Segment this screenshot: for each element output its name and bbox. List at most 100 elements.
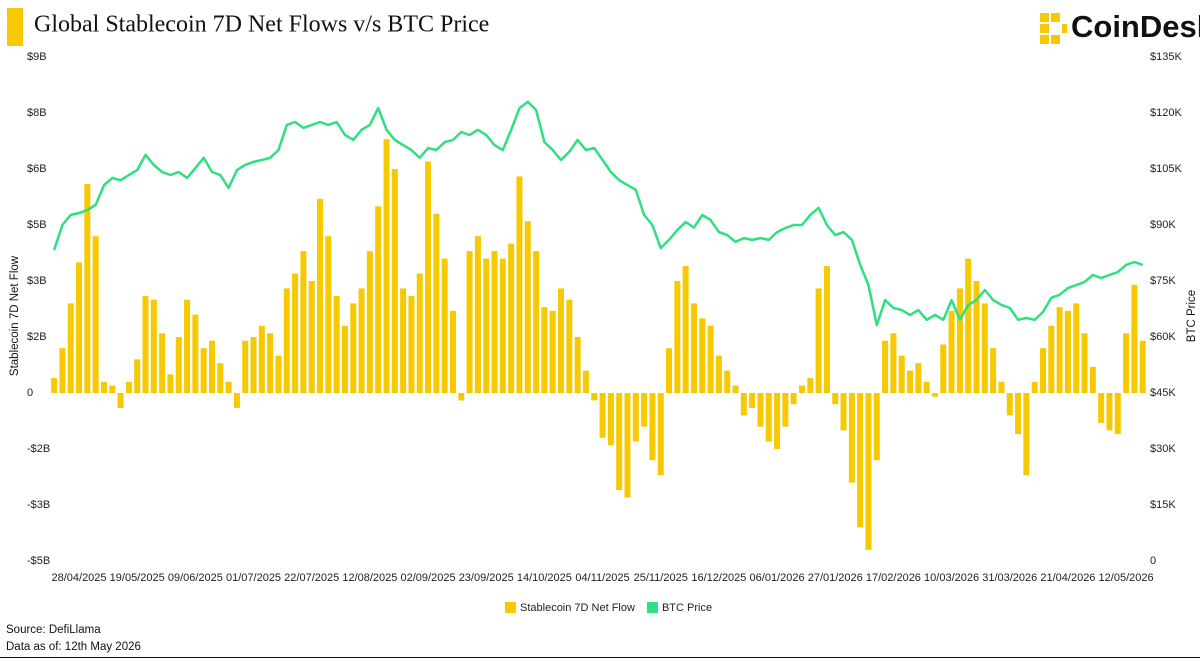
bar [383, 139, 390, 393]
bar [109, 385, 116, 393]
bar [425, 161, 432, 393]
bar [699, 318, 706, 393]
date-note: Data as of: 12th May 2026 [6, 641, 141, 653]
bar [1089, 366, 1096, 393]
bar [117, 393, 124, 408]
bar [1106, 393, 1113, 431]
bar [666, 348, 673, 393]
bar [732, 385, 739, 393]
bar [217, 363, 224, 393]
y-tick-label: $6B [27, 163, 47, 175]
bar [483, 258, 490, 393]
bar [832, 393, 839, 405]
bar [591, 393, 598, 401]
bar [1098, 393, 1105, 423]
legend-label: Stablecoin 7D Net Flow [520, 602, 635, 614]
y-tick-label: $2B [27, 331, 47, 343]
bar [51, 378, 58, 393]
bar [1023, 393, 1030, 476]
bar [998, 381, 1005, 393]
bar [865, 393, 872, 550]
bar [657, 393, 664, 476]
bar [408, 295, 415, 393]
legend-swatch [505, 602, 516, 613]
bar [533, 251, 540, 393]
bar [1006, 393, 1013, 416]
y2-tick-label: $60K [1150, 331, 1176, 343]
bar [508, 243, 515, 393]
bar [92, 236, 99, 393]
bar [965, 258, 972, 393]
bar [616, 393, 623, 491]
bar [765, 393, 772, 442]
y-tick-label: -$3B [27, 499, 50, 511]
y2-tick-label: $135K [1150, 51, 1182, 63]
bar [1015, 393, 1022, 435]
bar [582, 370, 589, 393]
bar [300, 251, 307, 393]
bar [641, 393, 648, 427]
logo-icon [1040, 13, 1067, 44]
x-tick-label: 22/07/2025 [284, 572, 339, 584]
x-tick-label: 19/05/2025 [110, 572, 165, 584]
bar [192, 314, 199, 393]
bar [350, 303, 357, 393]
bar [433, 213, 440, 393]
bar [807, 378, 814, 393]
bar [674, 281, 681, 393]
bar [100, 381, 107, 393]
bar [458, 393, 465, 401]
bar [134, 359, 141, 393]
bar [400, 288, 407, 393]
bar [142, 295, 149, 393]
bar [175, 337, 182, 393]
bar [325, 236, 332, 393]
bar [915, 363, 922, 393]
y-tick-label: -$5B [27, 555, 50, 567]
bar [690, 303, 697, 393]
bar [267, 333, 274, 393]
bar [233, 393, 240, 408]
bar [258, 325, 265, 393]
bar [1031, 381, 1038, 393]
bar [441, 258, 448, 393]
bar [76, 262, 83, 393]
bar [624, 393, 631, 498]
bar [159, 333, 166, 393]
bar [59, 348, 66, 393]
bar [366, 251, 373, 393]
bar [1131, 284, 1138, 393]
bar [375, 206, 382, 393]
bar [848, 393, 855, 483]
x-tick-label: 12/05/2026 [1099, 572, 1154, 584]
bar [782, 393, 789, 427]
bar [1123, 333, 1130, 393]
bar [242, 340, 249, 393]
bar [1048, 325, 1055, 393]
bar [208, 340, 215, 393]
bar [574, 337, 581, 393]
bar [823, 266, 830, 393]
bar [815, 288, 822, 393]
bar [940, 344, 947, 393]
bar [283, 288, 290, 393]
x-tick-label: 12/08/2025 [342, 572, 397, 584]
bar [790, 393, 797, 405]
y-tick-label: $9B [27, 51, 47, 63]
bar [516, 176, 523, 393]
bar [715, 355, 722, 393]
y2-tick-label: $105K [1150, 163, 1182, 175]
bar [84, 183, 91, 393]
bar [607, 393, 614, 446]
bar [275, 355, 282, 393]
y2-axis-title: BTC Price [1186, 290, 1198, 342]
bar [524, 221, 531, 393]
x-tick-label: 01/07/2025 [226, 572, 281, 584]
bar [466, 251, 473, 393]
x-tick-label: 09/06/2025 [168, 572, 223, 584]
bar [682, 266, 689, 393]
bar [873, 393, 880, 461]
x-tick-label: 28/04/2025 [51, 572, 106, 584]
bar [649, 393, 656, 461]
